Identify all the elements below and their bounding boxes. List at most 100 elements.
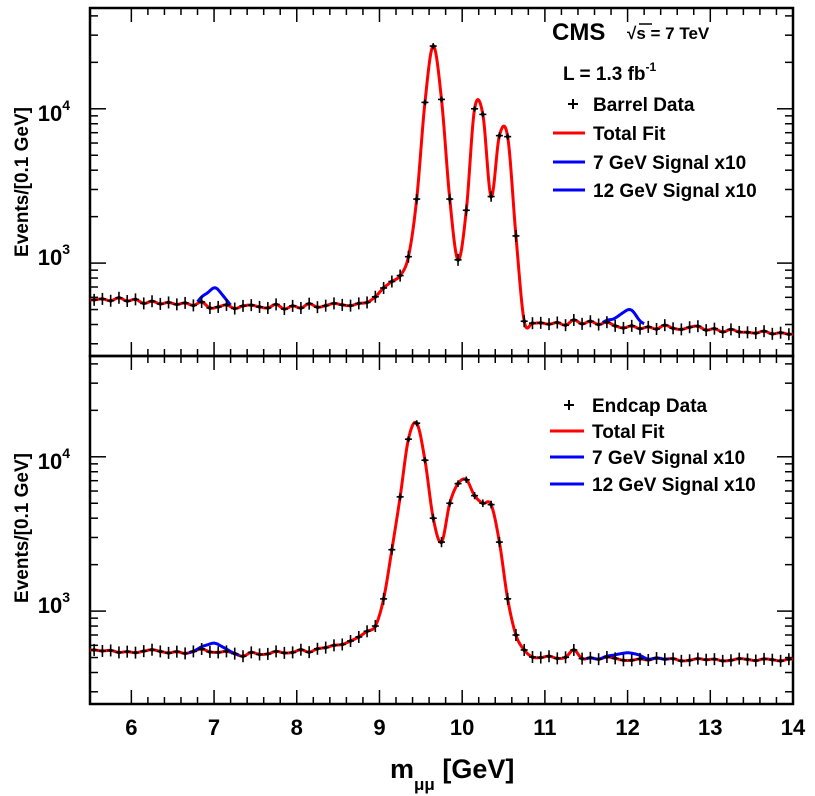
data-point (264, 647, 272, 660)
svg-text:12 GeV Signal x10: 12 GeV Signal x10 (593, 181, 757, 202)
data-point (752, 327, 760, 340)
data-point (454, 253, 462, 266)
data-point (338, 638, 346, 651)
data-point (446, 499, 454, 508)
x-tick-label-14: 14 (781, 715, 806, 740)
x-tick-label-8: 8 (291, 715, 303, 740)
legend-entry-7gev-signal: 7 GeV Signal x10 (553, 153, 746, 174)
panel-top-ticks (90, 8, 793, 356)
data-point (727, 323, 735, 336)
data-point (636, 652, 644, 665)
data-point (504, 592, 512, 605)
data-point (528, 317, 536, 330)
panel-bottom-ticks (90, 356, 793, 704)
data-point (297, 301, 305, 314)
data-point (454, 480, 462, 487)
data-point (313, 301, 321, 314)
x-tick-label-7: 7 (208, 715, 220, 740)
legend-entry-endcap-data: Endcap Data (564, 396, 708, 417)
data-point (619, 654, 627, 667)
data-point (777, 326, 785, 339)
data-point (198, 295, 206, 308)
data-point (471, 105, 479, 112)
data-point (404, 436, 412, 443)
data-point (595, 653, 603, 666)
data-point (661, 653, 669, 666)
panel-top-data-points (90, 43, 793, 341)
energy-label: √s = 7 TeV (627, 24, 710, 43)
data-point (98, 292, 106, 305)
data-point (619, 321, 627, 334)
panel-top-ytick-1e4: 104 (38, 97, 70, 126)
legend-entry-total-fit: Total Fit (550, 422, 665, 443)
data-point (636, 322, 644, 335)
data-point (222, 645, 230, 658)
panel-bottom-y-axis-label: Events/[0.1 GeV] (12, 453, 33, 603)
data-point (545, 650, 553, 663)
data-point (231, 302, 239, 315)
data-point (702, 324, 710, 337)
data-point (611, 319, 619, 332)
data-point (644, 654, 652, 667)
data-point (479, 111, 487, 118)
svg-text:Endcap Data: Endcap Data (592, 396, 708, 417)
data-point (446, 193, 454, 205)
data-point (198, 643, 206, 656)
data-point (479, 499, 487, 508)
data-point (115, 291, 123, 304)
data-point (148, 295, 156, 308)
panel-bottom-frame (88, 354, 795, 706)
data-point (744, 653, 752, 666)
svg-text:7 GeV Signal x10: 7 GeV Signal x10 (593, 153, 746, 174)
data-point (305, 297, 313, 310)
data-point (719, 325, 727, 338)
data-point (181, 647, 189, 660)
data-point (256, 648, 264, 661)
data-point (214, 300, 222, 313)
data-point (686, 654, 694, 667)
x-axis-label: mμμ [GeV] (390, 754, 514, 794)
data-point (760, 325, 768, 338)
x-tick-label-13: 13 (698, 715, 722, 740)
data-point (669, 652, 677, 665)
data-point (628, 654, 636, 667)
data-point (165, 296, 173, 309)
data-point (371, 290, 379, 303)
legend-entry-12gev-signal: 12 GeV Signal x10 (550, 475, 756, 496)
data-point (363, 296, 371, 309)
data-point (768, 327, 776, 340)
data-point (603, 651, 611, 664)
signal-line-7gev (188, 641, 240, 657)
data-point (744, 326, 752, 339)
data-point (413, 420, 421, 427)
data-point (777, 654, 785, 667)
data-point (421, 457, 429, 464)
data-point (396, 493, 404, 501)
data-point (520, 315, 528, 328)
data-point (727, 654, 735, 667)
data-point (98, 644, 106, 657)
data-point (628, 319, 636, 332)
legend-entry-barrel-data: Barrel Data (568, 95, 695, 116)
data-point (677, 654, 685, 667)
data-point (239, 650, 247, 663)
panel-bottom-ytick-1e4: 104 (38, 445, 70, 474)
luminosity-label: L = 1.3 fb-1 (563, 60, 657, 85)
data-point (710, 653, 718, 666)
data-point (545, 318, 553, 331)
data-point (413, 193, 421, 205)
data-point (495, 536, 503, 548)
data-point (239, 299, 247, 312)
x-tick-label-10: 10 (450, 715, 474, 740)
x-tick-label-12: 12 (615, 715, 639, 740)
panel-top-legend: Barrel Data Total Fit 7 GeV Signal x10 1… (553, 95, 757, 202)
x-tick-label-6: 6 (125, 715, 137, 740)
svg-text:12 GeV Signal x10: 12 GeV Signal x10 (592, 475, 756, 496)
data-point (520, 643, 528, 656)
data-point (462, 476, 470, 483)
data-point (512, 629, 520, 642)
data-point (677, 323, 685, 336)
panel-top-ytick-1e3: 103 (38, 241, 70, 270)
data-point (297, 643, 305, 656)
data-point (570, 643, 578, 656)
